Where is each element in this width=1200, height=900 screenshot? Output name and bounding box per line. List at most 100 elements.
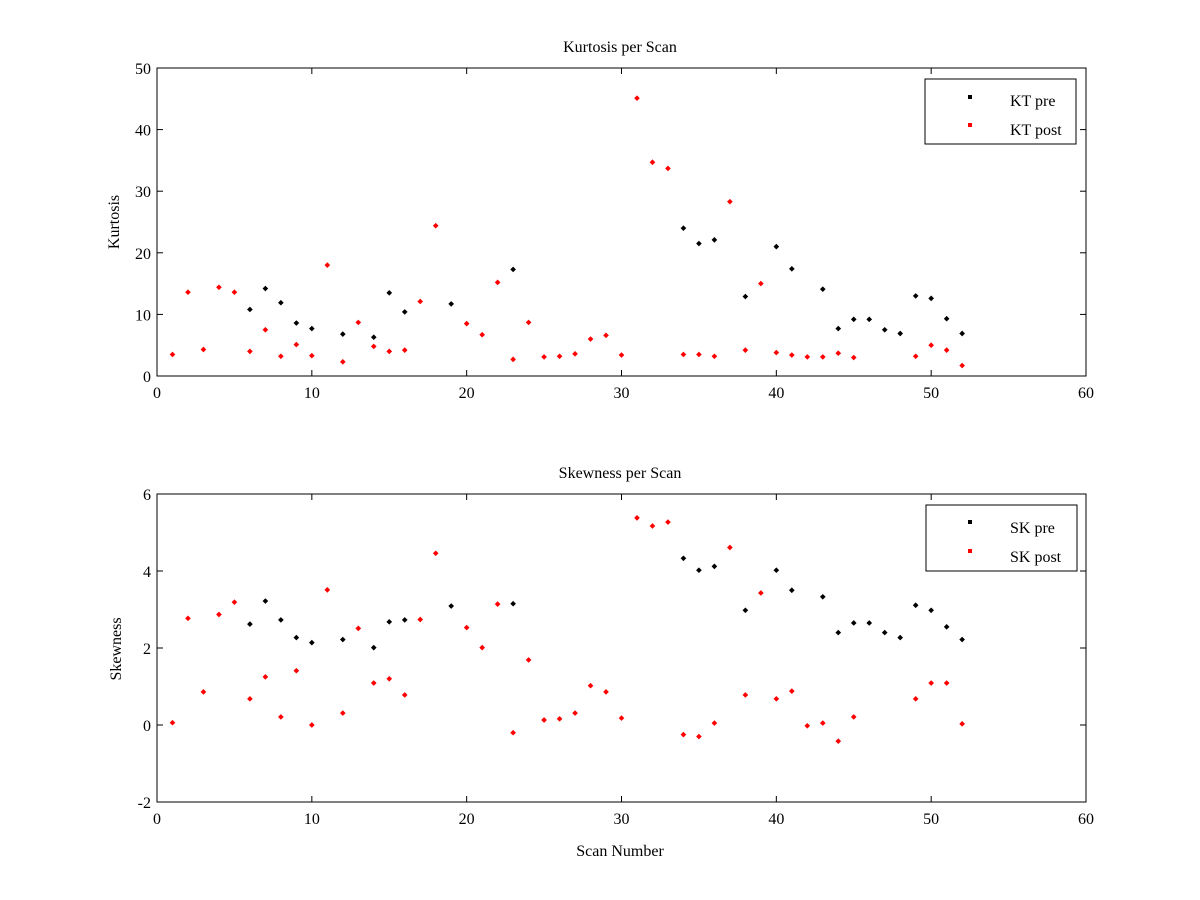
point-kt-post (339, 359, 346, 365)
point-sk-post (510, 729, 516, 736)
kurtosis-legend-box (924, 78, 1077, 145)
point-kt-post (185, 289, 191, 296)
point-sk-post (262, 674, 269, 680)
point-kt-pre (293, 320, 300, 326)
point-sk-pre (278, 617, 284, 623)
point-sk-post (463, 624, 470, 631)
point-sk-post (309, 722, 315, 728)
point-sk-post (649, 523, 656, 529)
point-kt-pre (959, 330, 965, 337)
point-kt-pre (448, 301, 455, 307)
point-sk-pre (386, 618, 393, 625)
skewness-points (169, 515, 965, 744)
point-sk-pre (866, 620, 873, 626)
point-sk-pre (943, 623, 950, 630)
kurtosis-y-tick-label: 50 (135, 61, 151, 78)
point-sk-pre (881, 629, 888, 636)
kurtosis-panel: Kurtosis per Scan Kurtosis 0 10 20 30 40 50 60… (106, 39, 1094, 402)
legend-label-sk-pre: SK pre (1010, 520, 1055, 537)
point-kt-post (634, 95, 640, 102)
skewness-y-tick-label: 2 (143, 641, 151, 658)
legend-marker-kt-post (968, 123, 972, 127)
point-sk-pre (339, 636, 346, 643)
point-sk-post (742, 692, 749, 698)
point-kt-pre (881, 326, 888, 333)
point-kt-pre (742, 293, 749, 300)
point-kt-pre (866, 316, 873, 323)
point-kt-pre (835, 325, 842, 332)
point-kt-post (231, 289, 238, 296)
point-kt-post (417, 298, 424, 305)
point-sk-post (525, 657, 532, 663)
point-sk-pre (262, 598, 269, 604)
point-sk-post (665, 519, 671, 525)
point-kt-post (727, 198, 733, 205)
skewness-panel: Skewness per Scan Skewness Scan Number 0… (108, 465, 1094, 860)
point-kt-post (463, 320, 470, 327)
point-kt-pre (819, 286, 826, 292)
point-sk-post (727, 544, 733, 551)
point-sk-post (587, 682, 594, 689)
skewness-x-tick-label: 40 (768, 811, 784, 828)
point-sk-post (696, 733, 702, 740)
point-sk-post (200, 689, 207, 695)
point-sk-post (959, 721, 965, 727)
point-sk-post (928, 680, 934, 686)
kurtosis-y-axis-label: Kurtosis (106, 195, 123, 249)
legend-marker-sk-post (968, 549, 972, 553)
skewness-x-tick-label: 30 (614, 811, 630, 828)
point-sk-pre (850, 620, 857, 626)
point-kt-post (680, 351, 687, 358)
point-sk-post (711, 720, 718, 726)
point-kt-post (293, 341, 300, 348)
point-sk-post (417, 616, 424, 623)
point-kt-post (928, 342, 934, 349)
point-kt-pre (309, 325, 315, 332)
point-sk-pre (788, 587, 795, 594)
point-kt-post (959, 362, 965, 369)
point-sk-post (278, 714, 284, 720)
point-sk-pre (309, 639, 315, 646)
point-sk-post (912, 695, 919, 702)
skewness-y-tick-label: 6 (143, 487, 151, 504)
point-kt-post (525, 319, 532, 326)
point-kt-post (247, 348, 253, 355)
point-kt-post (200, 346, 207, 353)
point-kt-pre (370, 334, 377, 341)
point-sk-post (541, 717, 547, 723)
skewness-x-tick-label: 0 (153, 811, 161, 828)
point-sk-post (293, 667, 300, 674)
point-kt-post (835, 350, 842, 357)
point-kt-post (556, 353, 563, 360)
point-kt-post (479, 331, 485, 338)
kurtosis-legend: KT pre KT post (924, 78, 1077, 145)
skewness-y-tick-label: 0 (143, 718, 151, 735)
point-sk-post (943, 680, 950, 686)
point-sk-post (773, 695, 780, 702)
kurtosis-x-tick-label: 20 (459, 385, 475, 402)
point-kt-post (355, 319, 362, 326)
point-sk-post (231, 599, 238, 606)
kurtosis-y-tick-label: 0 (143, 369, 151, 386)
legend-label-kt-pre: KT pre (1010, 93, 1055, 110)
kurtosis-x-tick-label: 0 (153, 385, 161, 402)
point-kt-post (572, 350, 578, 357)
point-kt-post (618, 352, 625, 358)
kurtosis-y-tick-label: 30 (135, 184, 151, 201)
point-sk-pre (959, 636, 965, 643)
point-sk-post (386, 675, 393, 682)
point-kt-pre (696, 240, 702, 247)
point-kt-post (773, 349, 780, 356)
kurtosis-x-tick-label: 60 (1078, 385, 1094, 402)
point-sk-post (556, 716, 563, 722)
point-kt-pre (943, 315, 950, 322)
point-sk-post (634, 515, 640, 521)
kurtosis-ticks: 0 10 20 30 40 50 60 0 10 20 30 40 50 (135, 61, 1094, 402)
point-kt-pre (401, 309, 408, 315)
point-kt-pre (897, 330, 904, 337)
point-sk-pre (696, 567, 702, 574)
kurtosis-x-tick-label: 40 (768, 385, 784, 402)
point-kt-pre (850, 316, 857, 323)
point-sk-post (216, 611, 222, 618)
point-sk-post (479, 644, 485, 651)
